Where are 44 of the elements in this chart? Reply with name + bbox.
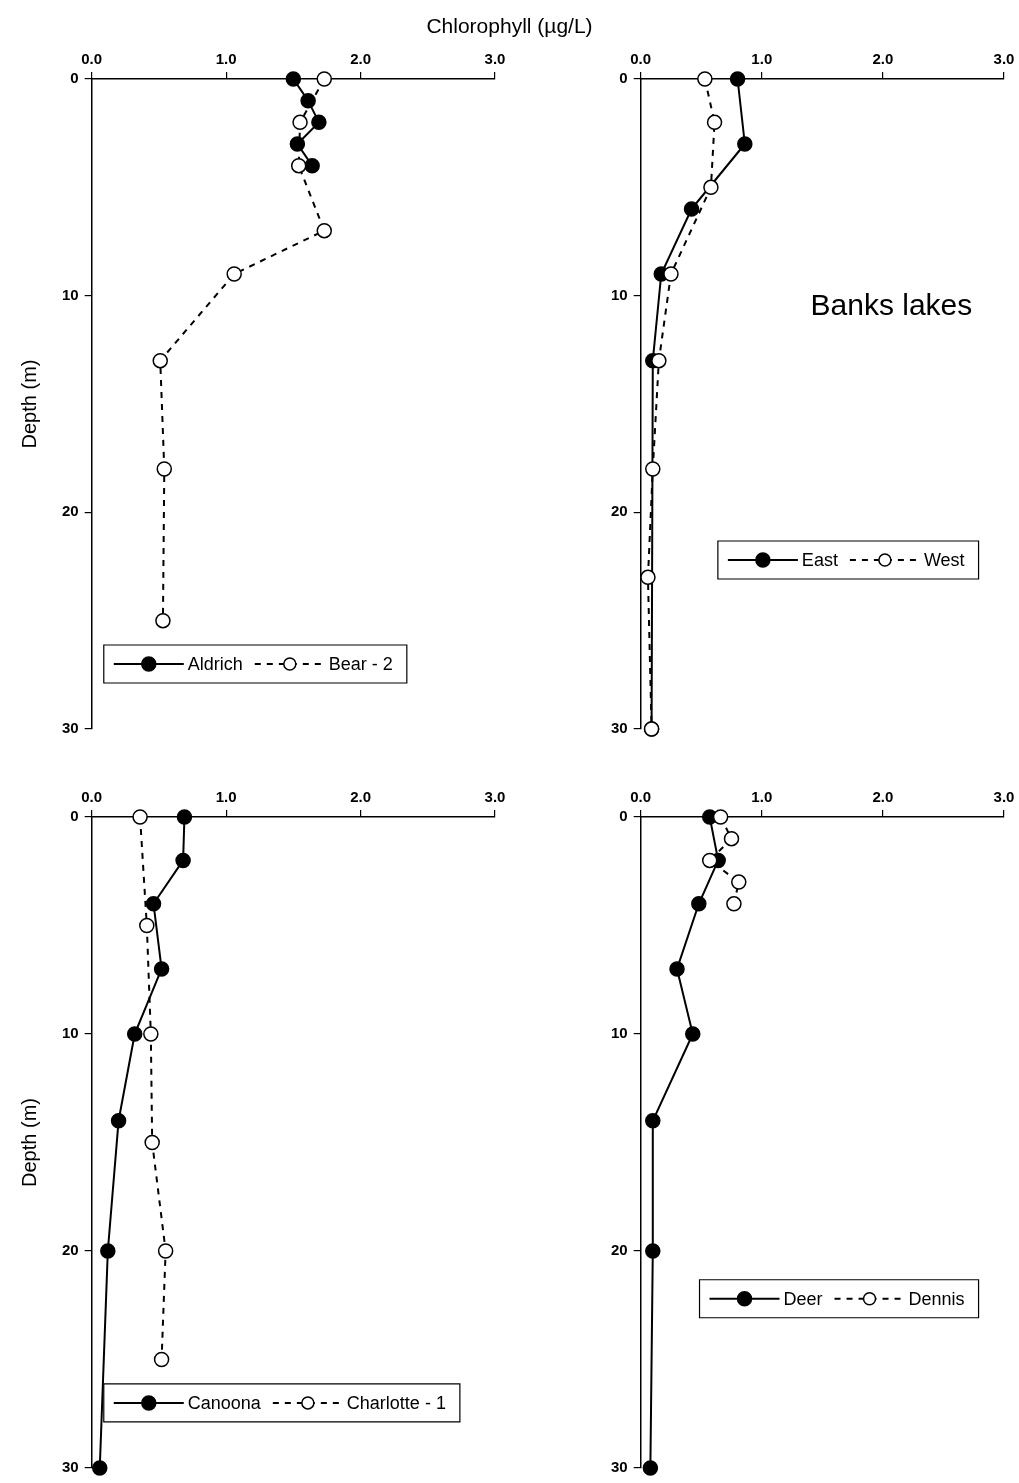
x-tick-label: 2.0 <box>350 50 371 68</box>
x-tick-label: 0.0 <box>630 50 652 68</box>
y-axis-title: Depth (m) <box>17 359 40 449</box>
legend-label: West <box>923 549 965 570</box>
legend-label: East <box>801 549 838 570</box>
legend-label: Bear - 2 <box>328 653 393 674</box>
x-tick-label: 1.0 <box>215 50 237 68</box>
y-tick-label: 20 <box>611 502 628 520</box>
x-tick-label: 0.0 <box>81 50 103 68</box>
x-axis-title: Chlorophyll (µg/L) <box>425 14 594 38</box>
y-tick-label: 20 <box>611 1241 628 1259</box>
y-tick-label: 10 <box>611 1024 628 1042</box>
x-tick-label: 3.0 <box>484 788 506 806</box>
y-tick-label: 10 <box>62 285 79 303</box>
x-tick-label: 1.0 <box>751 50 773 68</box>
y-tick-label: 0 <box>70 69 79 87</box>
x-tick-label: 0.0 <box>81 788 103 806</box>
x-tick-label: 2.0 <box>872 50 894 68</box>
y-tick-label: 0 <box>70 807 79 825</box>
y-tick-label: 30 <box>611 1458 628 1476</box>
y-tick-label: 30 <box>62 1458 79 1476</box>
x-tick-label: 2.0 <box>872 788 894 806</box>
y-tick-label: 10 <box>62 1024 79 1042</box>
x-tick-label: 3.0 <box>484 50 506 68</box>
y-tick-label: 20 <box>62 1241 79 1259</box>
x-tick-label: 1.0 <box>215 788 237 806</box>
legend-label: Charlotte - 1 <box>346 1392 446 1413</box>
y-axis-title: Depth (m) <box>17 1098 40 1187</box>
y-tick-label: 20 <box>62 502 79 520</box>
x-tick-label: 1.0 <box>751 788 773 806</box>
x-tick-label: 0.0 <box>630 788 652 806</box>
x-tick-label: 3.0 <box>993 788 1015 806</box>
y-tick-label: 0 <box>619 807 628 825</box>
x-tick-label: 2.0 <box>350 788 371 806</box>
legend-label: Aldrich <box>187 653 243 674</box>
legend-label: Deer <box>783 1288 823 1309</box>
annotation: Banks lakes <box>810 287 973 321</box>
legend-label: Canoona <box>187 1392 262 1413</box>
legend-label: Dennis <box>908 1288 965 1309</box>
y-tick-label: 30 <box>611 719 628 737</box>
y-tick-label: 10 <box>611 285 628 303</box>
y-tick-label: 30 <box>62 719 79 737</box>
x-tick-label: 3.0 <box>993 50 1015 68</box>
y-tick-label: 0 <box>619 69 628 87</box>
